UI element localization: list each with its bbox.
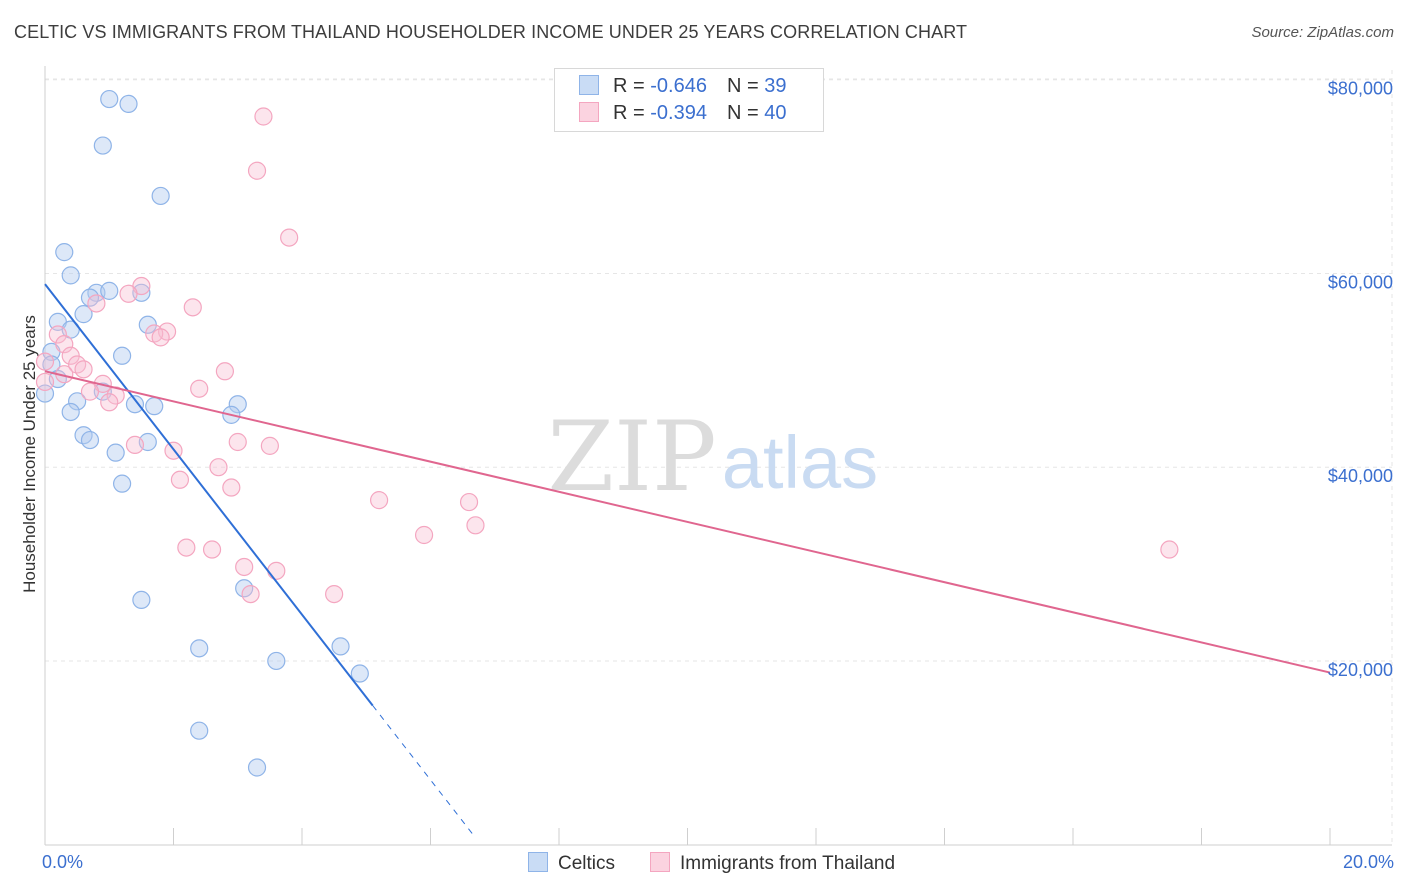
source-label: Source: ZipAtlas.com	[1251, 24, 1394, 41]
thailand-point	[247, 161, 267, 180]
thailand-point	[87, 294, 106, 313]
thailand-point	[1160, 540, 1179, 559]
celtics-trend-extension	[372, 705, 476, 839]
thailand-point	[280, 228, 299, 247]
y-tick-labels: $20,000 $40,000 $60,000 $80,000	[1328, 79, 1393, 680]
celtics-point	[119, 94, 138, 114]
n-value-thailand: 40	[764, 102, 787, 124]
thailand-point	[254, 107, 273, 126]
series-legend-thailand: Immigrants from Thailand	[650, 852, 895, 875]
thailand-point	[125, 435, 145, 455]
chart-title: CELTIC VS IMMIGRANTS FROM THAILAND HOUSE…	[14, 22, 968, 42]
celtics-point	[190, 639, 209, 658]
thailand-point	[370, 491, 389, 510]
r-label: R =	[613, 102, 651, 124]
thailand-point	[183, 298, 202, 317]
celtics-legend-swatch	[528, 852, 548, 872]
watermark-atlas: atlas	[722, 421, 878, 504]
thailand-point	[209, 458, 228, 477]
n-value-celtics: 39	[764, 75, 787, 97]
celtics-point	[267, 651, 286, 671]
celtics-legend-label: Celtics	[558, 853, 616, 874]
x-axis-min-label: 0.0%	[42, 852, 84, 872]
thailand-legend-swatch	[650, 852, 670, 872]
legend-row-celtics: R = -0.646 N = 39	[579, 75, 786, 99]
thailand-point	[35, 352, 55, 371]
thailand-point	[267, 561, 286, 580]
celtics-point	[247, 758, 267, 777]
thailand-point	[35, 372, 55, 392]
correlation-legend: R = -0.646 N = 39 R = -0.394 N = 40	[554, 68, 824, 132]
y-tick-label: $80,000	[1328, 79, 1393, 99]
celtics-point	[100, 281, 119, 300]
thailand-point	[260, 436, 279, 455]
watermark: ZIP atlas	[547, 401, 878, 513]
trend-lines	[44, 283, 1331, 839]
thailand-point	[151, 328, 170, 347]
thailand-point	[222, 478, 241, 497]
thailand-point	[202, 540, 222, 559]
celtics-swatch	[579, 75, 599, 95]
axes	[44, 66, 1392, 846]
r-value-celtics: -0.646	[650, 75, 707, 97]
celtics-point	[228, 395, 247, 414]
thailand-point	[80, 382, 100, 401]
series-legend-celtics: Celtics	[528, 852, 615, 875]
celtics-point	[100, 89, 119, 109]
thailand-point	[466, 516, 485, 535]
thailand-swatch	[579, 102, 599, 122]
gridlines	[45, 70, 1393, 845]
celtics-point	[61, 402, 80, 422]
celtics-point	[145, 397, 164, 416]
celtics-point	[350, 664, 369, 683]
y-tick-label: $20,000	[1328, 660, 1393, 680]
watermark-zip: ZIP	[547, 401, 716, 513]
thailand-point	[55, 335, 74, 354]
celtics-point	[190, 721, 209, 740]
celtics-point	[112, 474, 132, 493]
celtics-point	[55, 243, 74, 262]
thailand-point	[119, 284, 138, 303]
thailand-point	[170, 470, 190, 489]
thailand-point	[228, 432, 247, 452]
x-axis-max-label: 20.0%	[1342, 852, 1394, 872]
celtics-point	[331, 637, 350, 656]
thailand-point	[235, 557, 254, 577]
r-label: R =	[613, 75, 651, 97]
n-label: N =	[726, 102, 765, 124]
thailand-trend-line	[44, 370, 1331, 674]
thailand-point	[414, 525, 434, 545]
celtics-point	[132, 283, 151, 302]
thailand-point	[190, 379, 209, 398]
celtics-point	[132, 590, 151, 610]
celtics-point	[112, 346, 132, 365]
celtics-point	[125, 395, 145, 414]
thailand-point	[325, 584, 344, 604]
data-points	[35, 89, 1179, 777]
thailand-point	[241, 584, 260, 604]
thailand-point	[215, 362, 234, 381]
thailand-legend-label: Immigrants from Thailand	[680, 853, 896, 874]
celtics-trend-line	[44, 283, 374, 707]
y-tick-label: $60,000	[1328, 272, 1393, 292]
thailand-point	[100, 393, 119, 412]
celtics-point	[68, 392, 87, 411]
celtics-point	[106, 443, 125, 462]
thailand-point	[459, 492, 479, 512]
n-label: N =	[726, 75, 765, 97]
thailand-point	[48, 325, 67, 344]
celtics-point	[61, 266, 80, 285]
celtics-point	[93, 136, 112, 155]
legend-row-thailand: R = -0.394 N = 40	[579, 102, 786, 126]
y-tick-label: $40,000	[1328, 466, 1393, 486]
r-value-thailand: -0.394	[650, 102, 707, 124]
thailand-point	[74, 360, 93, 379]
celtics-point	[74, 305, 93, 324]
celtics-point	[151, 186, 170, 206]
thailand-point	[177, 538, 196, 557]
celtics-point	[80, 430, 100, 450]
